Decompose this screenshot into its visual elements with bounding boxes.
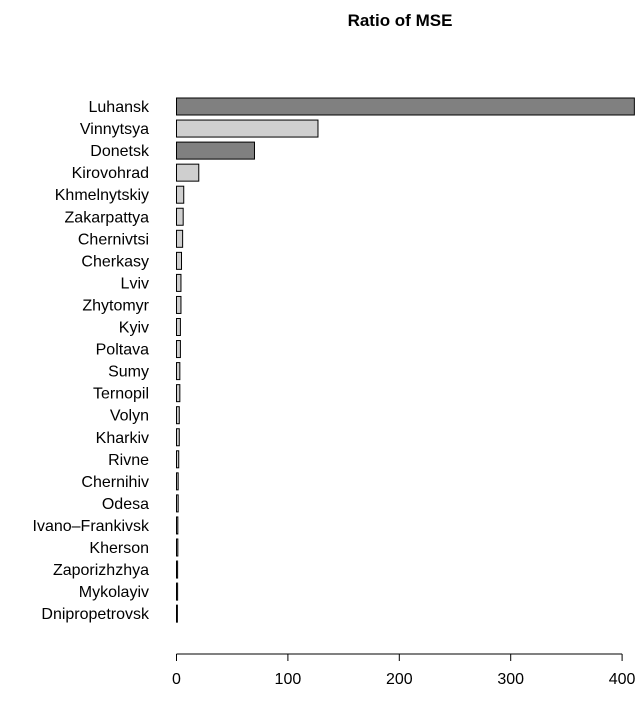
category-label: Rivne [108,452,149,469]
bar-khmelnytskiy [176,185,185,204]
category-label: Ternopil [93,386,149,403]
category-label: Odesa [102,496,149,513]
category-label: Zaporizhzhya [53,562,149,579]
category-label: Zhytomyr [82,297,149,314]
x-tick-label: 0 [172,671,181,688]
bar-sumy [176,362,181,381]
x-tick-label: 100 [275,671,302,688]
x-tick-label: 300 [497,671,524,688]
category-label: Kyiv [119,320,149,337]
category-label: Vinnytsya [80,121,149,138]
category-label: Luhansk [89,99,150,116]
bar-zaporizhzhya [176,560,179,579]
bars-group [176,97,635,623]
bar-kharkiv [176,428,180,447]
category-label: Donetsk [90,143,150,160]
x-axis: 0 100 200 300 400 [172,653,636,688]
category-label: Chernihiv [81,474,149,491]
bar-dnipropetrovsk [176,604,178,623]
category-label: Ivano–Frankivsk [33,518,150,535]
category-labels-group: Luhansk Vinnytsya Donetsk Kirovohrad Khmelny… [33,99,150,623]
bar-kirovohrad [176,163,200,182]
x-tick-label: 400 [609,671,636,688]
category-label: Mykolayiv [79,584,149,601]
bar-lviv [176,273,182,292]
category-label: Dnipropetrovsk [41,606,150,623]
bar-chernivtsi [176,229,184,248]
bar-odesa [176,494,179,513]
bar-rivne [176,450,180,469]
bar-volyn [176,406,180,425]
bar-zakarpattya [176,207,184,226]
category-label: Cherkasy [81,253,149,270]
bar-ivano-frankivsk [176,516,179,535]
bar-donetsk [176,141,255,160]
bar-chernihiv [176,472,179,491]
bar-vinnytsya [176,119,319,138]
bar-zhytomyr [176,295,182,314]
category-label: Volyn [110,408,149,425]
category-label: Chernivtsi [78,231,149,248]
category-label: Lviv [121,275,149,292]
category-label: Kharkiv [96,430,149,447]
category-label: Kirovohrad [72,165,149,182]
category-label: Poltava [96,342,149,359]
x-tick-label: 200 [386,671,413,688]
bar-luhansk [176,97,635,116]
category-label: Zakarpattya [65,209,150,226]
bar-cherkasy [176,251,183,270]
bar-mykolayiv [176,582,179,601]
bar-kherson [176,538,179,557]
bar-ternopil [176,384,181,403]
category-label: Sumy [108,364,149,381]
chart-title: Ratio of MSE [348,11,453,30]
bar-kyiv [176,318,181,336]
category-label: Kherson [89,540,149,557]
bar-poltava [176,340,181,359]
category-label: Khmelnytskiy [55,187,149,204]
